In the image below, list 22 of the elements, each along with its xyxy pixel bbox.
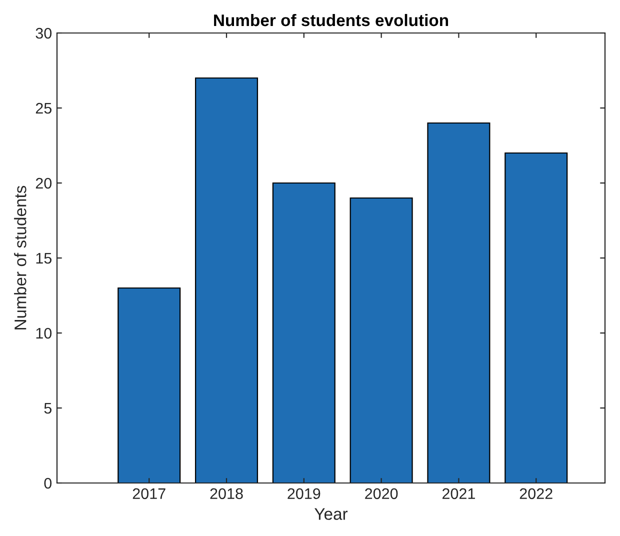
- bar: [350, 197, 413, 483]
- x-tick-label: 2020: [365, 488, 398, 500]
- bar: [118, 287, 181, 483]
- y-tick-label: 30: [36, 28, 52, 39]
- bar: [427, 122, 490, 483]
- y-tick-label: 15: [36, 253, 52, 264]
- chart-title: Number of students evolution: [214, 14, 448, 26]
- y-tick-label: 5: [44, 403, 52, 414]
- y-axis-title: Number of students: [14, 186, 26, 330]
- x-axis-title: Year: [314, 508, 348, 520]
- x-tick-label: 2022: [520, 488, 552, 500]
- y-tick-label: 10: [36, 328, 52, 339]
- bar: [504, 152, 568, 483]
- y-tick-label: 0: [44, 478, 52, 489]
- x-tick-label: 2018: [210, 488, 243, 500]
- x-tick-label: 2017: [132, 488, 166, 500]
- x-tick-label: 2021: [442, 488, 475, 500]
- y-tick-label: 20: [36, 178, 52, 189]
- bar: [272, 182, 336, 483]
- y-tick-label: 25: [36, 102, 52, 114]
- bar: [194, 77, 258, 483]
- x-tick-label: 2019: [288, 488, 320, 500]
